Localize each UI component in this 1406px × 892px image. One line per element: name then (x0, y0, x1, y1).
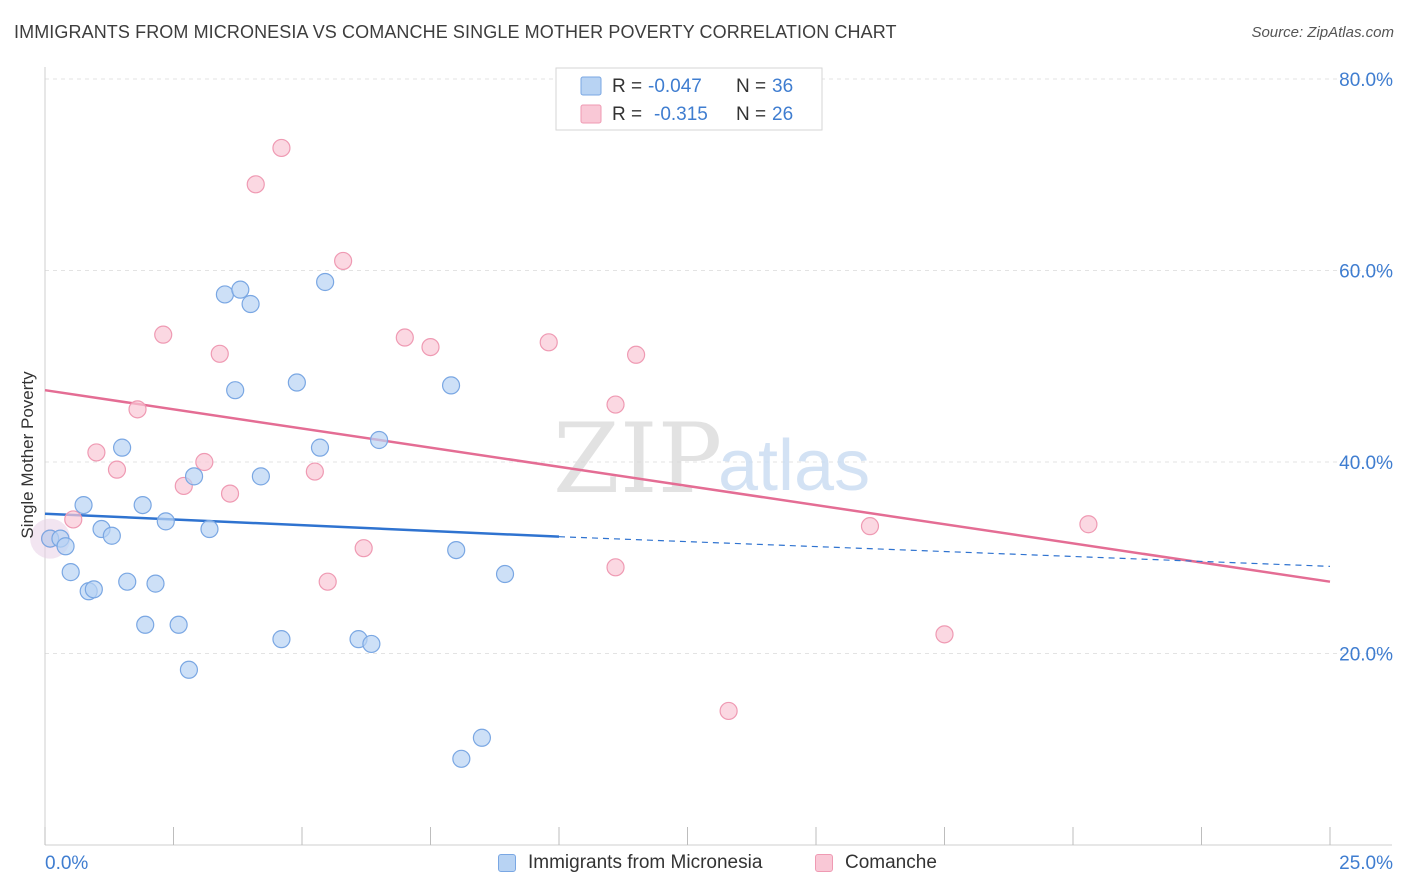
x-tick-label: 0.0% (45, 853, 88, 874)
point-micronesia (200, 519, 219, 539)
legend-swatch-comanche (815, 854, 833, 872)
point-comanche (195, 452, 214, 472)
point-comanche (1079, 515, 1098, 534)
chart-title: IMMIGRANTS FROM MICRONESIA VS COMANCHE S… (14, 22, 897, 42)
point-comanche (421, 338, 440, 357)
point-comanche (154, 325, 173, 344)
point-micronesia (472, 728, 491, 747)
point-comanche (354, 539, 373, 558)
legend-r-value-2: -0.315 (654, 104, 708, 125)
point-comanche (128, 400, 147, 419)
point-comanche (606, 395, 625, 414)
trendline-micronesia-extension (558, 536, 1331, 567)
point-comanche (318, 572, 337, 591)
y-axis-label: Single Mother Poverty (18, 371, 37, 539)
legend-label-micronesia: Immigrants from Micronesia (528, 852, 763, 873)
point-micronesia (136, 615, 155, 634)
trendline-comanche (44, 388, 1331, 583)
point-comanche (107, 460, 127, 479)
point-micronesia (118, 572, 137, 591)
point-comanche (935, 625, 954, 644)
point-comanche (719, 701, 738, 721)
point-micronesia (133, 495, 152, 515)
point-comanche (606, 558, 625, 577)
point-micronesia (370, 430, 389, 450)
watermark-zip: ZIP (553, 403, 722, 515)
point-micronesia (362, 634, 381, 654)
tick-labels: 20.0% 40.0% 60.0% 80.0% 0.0% 25.0% (45, 70, 1393, 874)
source-note: Source: ZipAtlas.com (1251, 24, 1394, 41)
legend-swatch-micronesia (580, 76, 602, 96)
point-micronesia (156, 512, 175, 531)
point-micronesia (56, 537, 75, 556)
point-micronesia (146, 574, 165, 593)
point-comanche (860, 517, 880, 536)
point-micronesia (251, 467, 270, 486)
y-tick-label: 60.0% (1339, 262, 1393, 283)
point-micronesia (74, 495, 93, 515)
point-comanche (305, 462, 324, 481)
point-micronesia (84, 580, 103, 599)
point-micronesia (441, 376, 461, 395)
axes (44, 67, 1392, 846)
trendline-micronesia (44, 512, 560, 538)
point-micronesia (215, 285, 234, 304)
x-tick-label: 25.0% (1339, 853, 1393, 874)
legend-n-value-1: 36 (772, 76, 793, 97)
legend-n-value-2: 26 (772, 104, 793, 125)
legend-r-label-2: R = (612, 104, 642, 125)
point-comanche (626, 345, 646, 364)
point-comanche (272, 138, 291, 158)
y-tick-label: 20.0% (1339, 645, 1393, 666)
point-micronesia (287, 373, 306, 392)
watermark: ZIP atlas (553, 403, 870, 515)
point-micronesia (61, 563, 80, 582)
point-micronesia (452, 749, 471, 768)
legend-n-label-1: N = (736, 76, 766, 97)
watermark-atlas: atlas (718, 426, 870, 506)
point-micronesia (310, 438, 330, 457)
point-comanche (334, 251, 353, 271)
point-micronesia (169, 615, 188, 634)
point-micronesia (179, 660, 199, 679)
point-comanche (395, 328, 414, 347)
point-micronesia (231, 280, 250, 299)
point-micronesia (316, 272, 335, 292)
point-comanche (210, 344, 229, 363)
point-micronesia (495, 564, 515, 584)
point-comanche (539, 333, 558, 352)
trendlines (44, 388, 1331, 583)
point-comanche (87, 443, 106, 462)
legend-swatch-comanche (580, 104, 602, 124)
correlation-legend: R = -0.047 N = 36 R = -0.315 N = 26 (555, 67, 823, 131)
y-tick-label: 40.0% (1339, 453, 1393, 474)
legend-n-label-2: N = (736, 104, 766, 125)
point-micronesia (241, 294, 260, 314)
legend-item-micronesia: Immigrants from Micronesia (498, 852, 762, 874)
legend-item-comanche: Comanche (815, 852, 937, 874)
legend-label-comanche: Comanche (845, 852, 937, 873)
point-micronesia (272, 630, 291, 649)
legend-swatch-micronesia (498, 854, 516, 872)
point-micronesia (226, 381, 245, 400)
point-comanche (64, 510, 83, 529)
y-tick-label: 80.0% (1339, 70, 1393, 91)
point-micronesia (184, 467, 204, 486)
data-points (30, 138, 1098, 768)
legend-r-label-1: R = (612, 76, 642, 97)
legend-r-value-1: -0.047 (648, 76, 702, 97)
point-comanche (246, 175, 265, 194)
series-legend: Immigrants from Micronesia Comanche (0, 852, 1406, 878)
point-micronesia (112, 438, 132, 457)
point-micronesia (447, 540, 466, 560)
point-comanche (220, 484, 240, 503)
gridlines (45, 78, 1392, 654)
point-micronesia (102, 526, 121, 545)
